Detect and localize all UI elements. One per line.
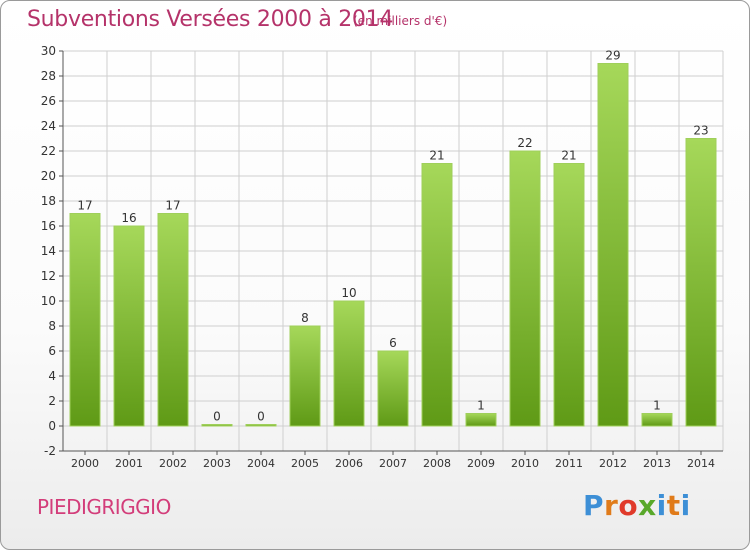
y-tick-label: 6 bbox=[48, 344, 56, 358]
bar bbox=[69, 213, 101, 427]
x-tick-label: 2007 bbox=[379, 457, 407, 470]
bar bbox=[157, 213, 189, 427]
bar-value-label: 0 bbox=[213, 410, 221, 424]
x-tick-label: 2014 bbox=[687, 457, 715, 470]
y-tick-label: 18 bbox=[41, 194, 56, 208]
y-tick-label: 28 bbox=[41, 69, 56, 83]
chart-unit: (en milliers d'€) bbox=[353, 14, 448, 28]
y-tick-label: 4 bbox=[48, 369, 56, 383]
y-tick-label: 16 bbox=[41, 219, 56, 233]
bar bbox=[685, 138, 717, 427]
x-tick-label: 2008 bbox=[423, 457, 451, 470]
brand-logo: Proxiti bbox=[583, 489, 691, 522]
x-tick-label: 2004 bbox=[247, 457, 275, 470]
x-tick-label: 2001 bbox=[115, 457, 143, 470]
bar bbox=[289, 325, 321, 427]
bar bbox=[509, 150, 541, 427]
bar bbox=[641, 413, 673, 427]
brand-letter: i bbox=[680, 489, 691, 522]
bar-value-label: 6 bbox=[389, 336, 397, 350]
bar-value-label: 17 bbox=[77, 199, 92, 213]
bar bbox=[597, 63, 629, 427]
x-tick-label: 2013 bbox=[643, 457, 671, 470]
bar-value-label: 21 bbox=[429, 149, 444, 163]
bar-value-label: 8 bbox=[301, 311, 309, 325]
bar bbox=[465, 413, 497, 427]
bars bbox=[69, 63, 717, 427]
bar-value-label: 10 bbox=[341, 286, 356, 300]
y-tick-label: 8 bbox=[48, 319, 56, 333]
x-tick-label: 2012 bbox=[599, 457, 627, 470]
brand-letter: t bbox=[666, 489, 681, 522]
bar-value-label: 16 bbox=[121, 211, 136, 225]
y-tick-label: 12 bbox=[41, 269, 56, 283]
y-tick-label: 20 bbox=[41, 169, 56, 183]
brand-letter: x bbox=[638, 489, 657, 522]
bar bbox=[333, 300, 365, 427]
bar bbox=[201, 424, 233, 427]
bar bbox=[113, 225, 145, 427]
brand-letter: r bbox=[604, 489, 619, 522]
x-tick-label: 2005 bbox=[291, 457, 319, 470]
x-tick-label: 2009 bbox=[467, 457, 495, 470]
x-tick-label: 2010 bbox=[511, 457, 539, 470]
x-tick-label: 2000 bbox=[71, 457, 99, 470]
x-tick-label: 2003 bbox=[203, 457, 231, 470]
brand-letter: o bbox=[618, 489, 639, 522]
y-tick-label: 30 bbox=[41, 44, 56, 58]
y-tick-label: 22 bbox=[41, 144, 56, 158]
y-tick-label: -2 bbox=[44, 444, 56, 458]
y-tick-label: 26 bbox=[41, 94, 56, 108]
x-tick-label: 2011 bbox=[555, 457, 583, 470]
bar-value-label: 1 bbox=[477, 399, 485, 413]
bar-value-label: 1 bbox=[653, 399, 661, 413]
brand-letter: i bbox=[656, 489, 667, 522]
chart-title: Subventions Versées 2000 à 2014 bbox=[27, 7, 394, 32]
brand-letter: P bbox=[583, 489, 605, 522]
bar bbox=[377, 350, 409, 427]
y-tick-label: 2 bbox=[48, 394, 56, 408]
commune-name: PIEDIGRIGGIO bbox=[37, 495, 171, 519]
bar bbox=[421, 163, 453, 427]
bar bbox=[553, 163, 585, 427]
bar-value-label: 23 bbox=[693, 124, 708, 138]
x-tick-label: 2002 bbox=[159, 457, 187, 470]
y-tick-label: 10 bbox=[41, 294, 56, 308]
bar-value-label: 17 bbox=[165, 199, 180, 213]
bar bbox=[245, 424, 277, 427]
bar-value-label: 22 bbox=[517, 136, 532, 150]
bar-value-label: 29 bbox=[605, 49, 620, 63]
bar-value-label: 21 bbox=[561, 149, 576, 163]
data-labels: 17 16 17 0 0 8 10 6 21 1 22 21 29 1 23 bbox=[77, 49, 708, 424]
x-tick-label: 2006 bbox=[335, 457, 363, 470]
bar-value-label: 0 bbox=[257, 410, 265, 424]
y-tick-label: 0 bbox=[48, 419, 56, 433]
y-tick-label: 24 bbox=[41, 119, 56, 133]
y-tick-label: 14 bbox=[41, 244, 56, 258]
